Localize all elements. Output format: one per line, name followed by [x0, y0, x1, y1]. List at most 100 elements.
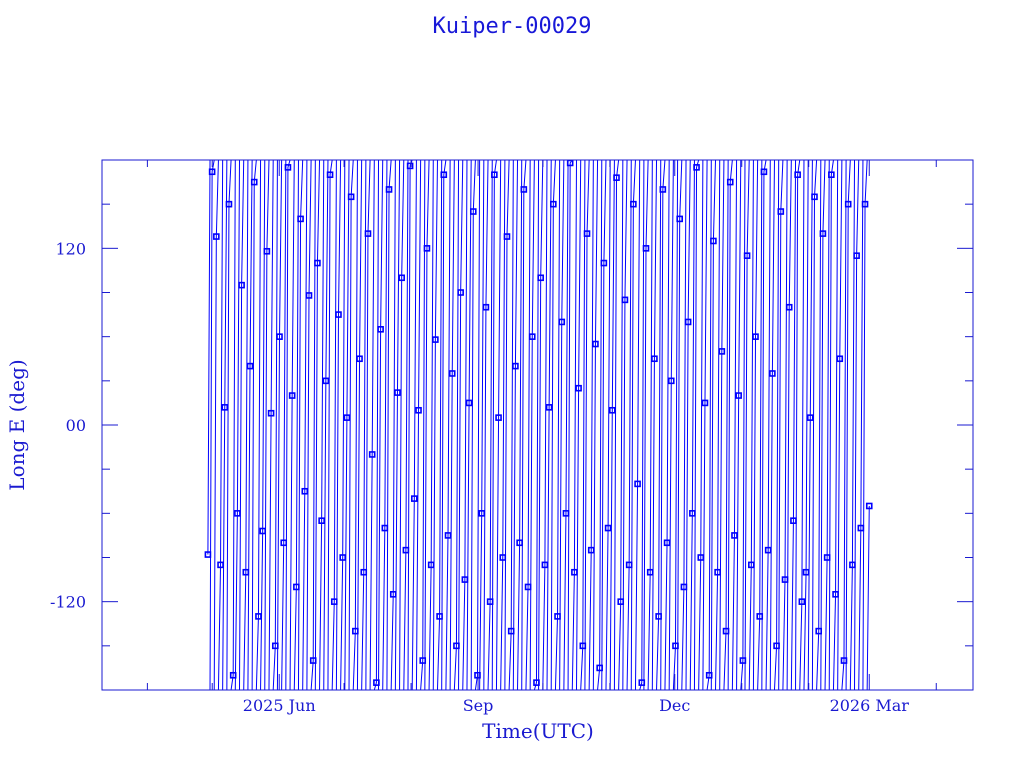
data-point: [204, 551, 212, 558]
data-point: [840, 657, 848, 664]
data-point: [710, 237, 717, 245]
data-point: [221, 404, 229, 411]
data-point: [680, 583, 688, 591]
data-point: [676, 215, 683, 223]
data-point: [368, 451, 376, 458]
data-point: [844, 200, 852, 208]
data-point: [714, 568, 721, 576]
data-point: [558, 318, 566, 326]
data-point: [537, 274, 544, 282]
x-tick-label: 2025 Jun: [243, 696, 316, 715]
data-point: [575, 384, 582, 392]
data-point: [402, 546, 410, 554]
x-tick-label: 2026 Mar: [830, 696, 910, 715]
data-point: [453, 642, 460, 650]
y-axis-label: Long E (deg): [5, 359, 29, 490]
data-point: [798, 598, 806, 605]
data-point: [689, 510, 696, 517]
data-point: [457, 289, 464, 296]
data-point: [756, 613, 764, 620]
data-point: [790, 517, 797, 524]
data-point: [394, 389, 401, 396]
data-point: [562, 510, 570, 517]
data-point: [554, 613, 561, 620]
data-point: [427, 561, 435, 569]
y-tick-label: 00: [66, 416, 86, 435]
data-point: [503, 233, 511, 240]
data-point: [849, 561, 856, 569]
data-point: [377, 326, 384, 333]
data-point: [726, 178, 734, 186]
data-point: [634, 480, 641, 488]
data-point: [853, 252, 860, 259]
data-point: [592, 340, 599, 348]
data-point: [507, 627, 515, 635]
y-tick-label: 120: [55, 239, 86, 258]
data-point: [823, 554, 831, 561]
data-point: [419, 657, 427, 664]
data-point: [815, 627, 823, 635]
data-point: [836, 355, 844, 363]
data-point: [339, 554, 347, 561]
data-point: [250, 178, 258, 186]
chart-title: Kuiper-00029: [432, 14, 592, 39]
data-point: [330, 598, 338, 605]
data-point: [777, 208, 785, 215]
data-point: [528, 333, 536, 340]
data-point: [415, 406, 422, 414]
data-point: [208, 168, 216, 176]
data-point: [381, 524, 389, 532]
data-point: [398, 274, 405, 282]
data-point: [436, 613, 443, 620]
data-point: [646, 568, 654, 576]
data-point: [469, 208, 477, 215]
data-point: [242, 568, 250, 576]
data-point: [832, 591, 839, 598]
data-point: [613, 174, 620, 181]
data-point: [213, 233, 220, 240]
data-point: [440, 171, 448, 179]
data-point: [600, 259, 608, 267]
data-point: [461, 576, 469, 583]
data-point: [499, 554, 507, 561]
data-point: [701, 399, 709, 407]
data-point: [322, 377, 330, 385]
data-point: [533, 679, 540, 686]
data-point: [263, 247, 271, 255]
data-point: [642, 245, 650, 252]
data-point: [625, 561, 633, 569]
data-point: [411, 495, 418, 502]
data-point: [617, 598, 625, 605]
data-point: [693, 164, 700, 171]
data-point: [811, 193, 818, 201]
data-point: [229, 671, 237, 679]
data-point: [305, 292, 313, 299]
data-point: [571, 568, 578, 576]
data-point: [621, 296, 629, 304]
data-point: [385, 186, 393, 193]
data-point: [288, 392, 296, 399]
data-point: [309, 657, 317, 664]
data-point: [301, 487, 309, 495]
data-point: [806, 414, 814, 421]
x-tick-label: Sep: [463, 696, 494, 715]
data-point: [238, 281, 245, 289]
data-point: [541, 561, 549, 569]
data-point: [486, 598, 494, 605]
x-axis-label: Time(UTC): [482, 719, 594, 743]
data-point: [423, 245, 431, 252]
data-point: [293, 583, 300, 591]
data-point: [524, 583, 532, 591]
data-point: [343, 414, 351, 421]
data-point: [318, 517, 325, 524]
data-point: [272, 642, 279, 650]
data-point: [246, 362, 254, 370]
data-point: [465, 399, 473, 407]
data-point: [638, 679, 646, 686]
data-point: [748, 561, 755, 569]
data-point: [550, 200, 557, 208]
data-point: [773, 642, 780, 650]
data-point: [608, 406, 616, 414]
data-point: [406, 162, 414, 170]
